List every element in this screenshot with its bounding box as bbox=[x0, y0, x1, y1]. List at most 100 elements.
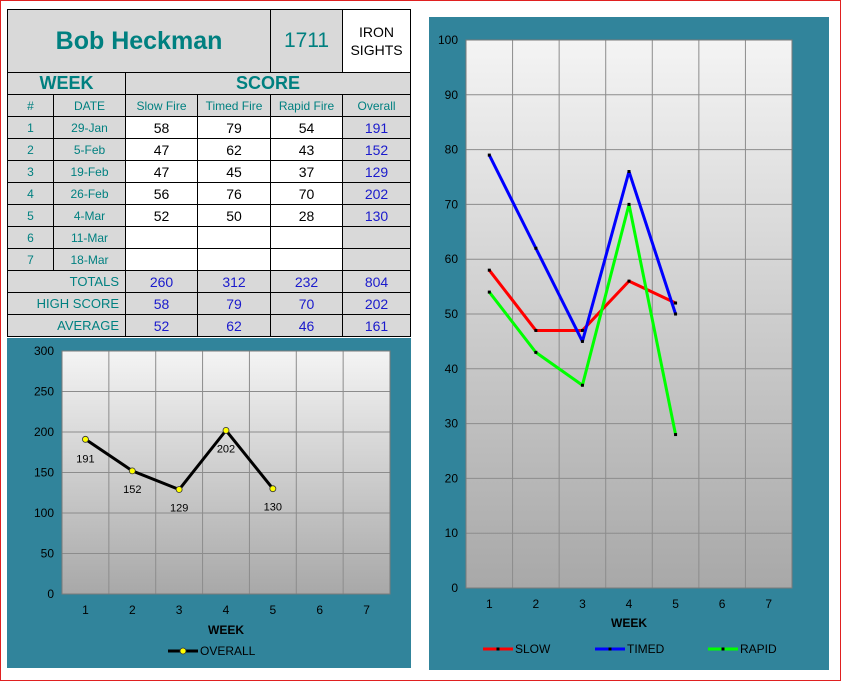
data-point bbox=[128, 467, 136, 475]
overall-cell bbox=[342, 226, 412, 249]
score-sheet: Bob Heckman 1711 IRON SIGHTS WEEK SCORE #… bbox=[6, 9, 412, 337]
category-line2: SIGHTS bbox=[350, 42, 403, 58]
legend-marker bbox=[608, 647, 612, 651]
slow-cell[interactable] bbox=[125, 226, 198, 249]
header-row: Bob Heckman 1711 IRON SIGHTS bbox=[6, 9, 412, 73]
x-tick-label: 7 bbox=[765, 597, 772, 611]
high-rapid: 70 bbox=[270, 292, 344, 315]
slow-cell[interactable]: 47 bbox=[125, 138, 198, 161]
legend-label-rapid: RAPID bbox=[740, 642, 777, 656]
y-tick-label: 40 bbox=[445, 362, 459, 376]
data-label: 191 bbox=[76, 453, 94, 465]
y-tick-label: 0 bbox=[47, 587, 54, 601]
y-tick-label: 0 bbox=[451, 581, 458, 595]
col-date: DATE bbox=[53, 94, 126, 117]
data-label: 129 bbox=[170, 503, 188, 515]
x-tick-label: 4 bbox=[626, 597, 633, 611]
y-tick-label: 50 bbox=[445, 307, 459, 321]
data-label: 130 bbox=[264, 502, 282, 514]
slow-cell[interactable]: 58 bbox=[125, 116, 198, 139]
slow-cell[interactable]: 52 bbox=[125, 204, 198, 227]
shooter-number: 1711 bbox=[270, 9, 344, 73]
timed-cell[interactable] bbox=[196, 226, 272, 249]
rapid-cell[interactable]: 28 bbox=[270, 204, 344, 227]
timed-cell[interactable]: 79 bbox=[196, 116, 272, 139]
totals-overall: 804 bbox=[342, 270, 412, 293]
data-point bbox=[674, 301, 678, 305]
data-point bbox=[487, 153, 491, 157]
timed-cell[interactable]: 45 bbox=[196, 160, 272, 183]
y-tick-label: 50 bbox=[41, 547, 55, 561]
y-tick-label: 10 bbox=[445, 526, 459, 540]
rapid-cell[interactable] bbox=[270, 226, 344, 249]
y-tick-label: 80 bbox=[445, 143, 459, 157]
col-overall: Overall bbox=[342, 94, 412, 117]
overall-cell bbox=[342, 248, 412, 271]
average-row: AVERAGE 52 62 46 161 bbox=[7, 314, 412, 337]
slow-cell[interactable]: 47 bbox=[125, 160, 198, 183]
x-tick-label: 4 bbox=[223, 603, 230, 617]
plot-border bbox=[61, 350, 391, 595]
rapid-cell[interactable]: 70 bbox=[270, 182, 344, 205]
legend-marker bbox=[496, 647, 500, 651]
table-row: 1 29-Jan 58 79 54 191 bbox=[7, 116, 412, 139]
row-num: 6 bbox=[7, 226, 54, 249]
totals-slow: 260 bbox=[125, 270, 198, 293]
shooter-category: IRON SIGHTS bbox=[342, 9, 412, 73]
data-point bbox=[580, 339, 584, 343]
high-timed: 79 bbox=[196, 292, 272, 315]
plot-border bbox=[465, 39, 793, 589]
data-point bbox=[82, 435, 89, 443]
week-header: WEEK bbox=[7, 72, 126, 95]
shooter-name: Bob Heckman bbox=[6, 9, 272, 73]
data-point bbox=[627, 170, 631, 174]
col-slow: Slow Fire bbox=[125, 94, 198, 117]
data-label: 202 bbox=[217, 443, 235, 455]
data-point bbox=[580, 383, 584, 387]
x-tick-label: 7 bbox=[363, 603, 370, 617]
row-date: 26-Feb bbox=[53, 182, 126, 205]
col-timed: Timed Fire bbox=[196, 94, 272, 117]
rapid-cell[interactable]: 54 bbox=[270, 116, 344, 139]
rapid-cell[interactable]: 43 bbox=[270, 138, 344, 161]
overall-cell: 191 bbox=[342, 116, 412, 139]
timed-cell[interactable]: 62 bbox=[196, 138, 272, 161]
data-point bbox=[487, 290, 491, 294]
data-point bbox=[674, 433, 678, 437]
data-point bbox=[534, 328, 538, 332]
table-row: 3 19-Feb 47 45 37 129 bbox=[7, 160, 412, 183]
data-point bbox=[674, 312, 678, 316]
timed-cell[interactable]: 50 bbox=[196, 204, 272, 227]
y-tick-label: 250 bbox=[34, 385, 54, 399]
x-axis-title: WEEK bbox=[611, 616, 647, 630]
overall-cell: 202 bbox=[342, 182, 412, 205]
legend-label-slow: SLOW bbox=[515, 642, 551, 656]
table-row: 2 5-Feb 47 62 43 152 bbox=[7, 138, 412, 161]
slow-cell[interactable]: 56 bbox=[125, 182, 198, 205]
data-point bbox=[627, 202, 631, 206]
timed-cell[interactable]: 76 bbox=[196, 182, 272, 205]
y-tick-label: 60 bbox=[445, 252, 459, 266]
row-num: 4 bbox=[7, 182, 54, 205]
rapid-cell[interactable]: 37 bbox=[270, 160, 344, 183]
slow-cell[interactable] bbox=[125, 248, 198, 271]
y-tick-label: 150 bbox=[34, 466, 54, 480]
x-tick-label: 6 bbox=[719, 597, 726, 611]
row-date: 5-Feb bbox=[53, 138, 126, 161]
category-line1: IRON bbox=[359, 24, 395, 40]
high-overall: 202 bbox=[342, 292, 412, 315]
x-tick-label: 3 bbox=[176, 603, 183, 617]
x-tick-label: 1 bbox=[486, 597, 493, 611]
rapid-cell[interactable] bbox=[270, 248, 344, 271]
x-tick-label: 6 bbox=[316, 603, 323, 617]
table-row: 5 4-Mar 52 50 28 130 bbox=[7, 204, 412, 227]
overall-chart: 0 50 100 150 200 250 300 1 2 3 4 5 6 7 WEEK 191 152 129 20… bbox=[7, 338, 411, 668]
row-date: 18-Mar bbox=[53, 248, 126, 271]
y-tick-label: 70 bbox=[445, 197, 459, 211]
avg-slow: 52 bbox=[125, 314, 198, 337]
col-rapid: Rapid Fire bbox=[270, 94, 344, 117]
legend-marker bbox=[721, 647, 725, 651]
x-tick-label: 2 bbox=[533, 597, 540, 611]
timed-cell[interactable] bbox=[196, 248, 272, 271]
row-num: 5 bbox=[7, 204, 54, 227]
